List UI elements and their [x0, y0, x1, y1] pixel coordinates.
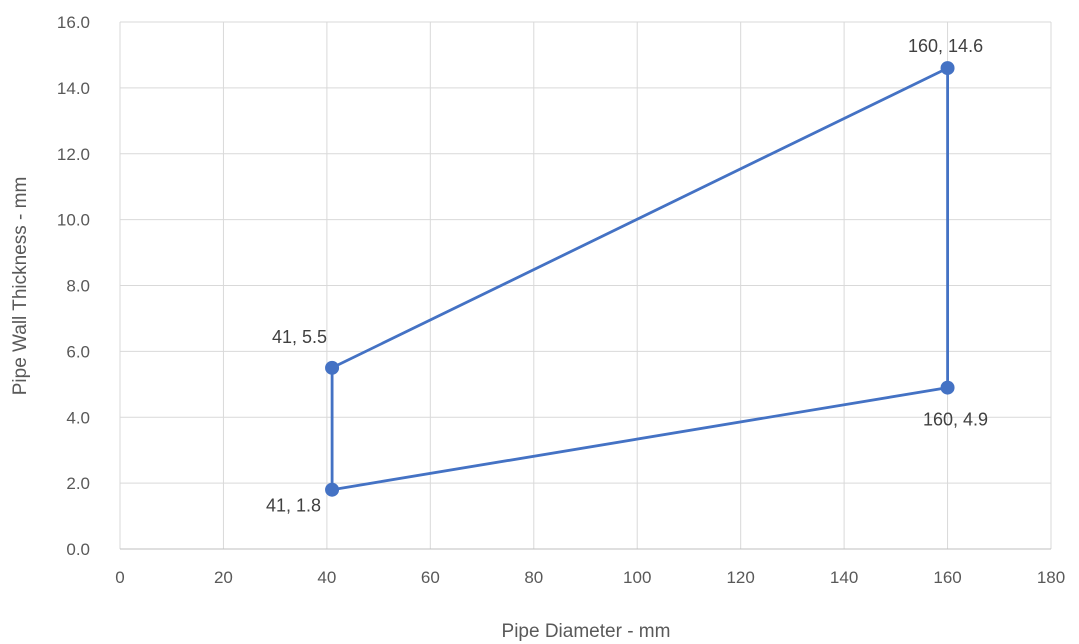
data-point — [325, 360, 340, 375]
data-label: 41, 1.8 — [266, 496, 321, 516]
data-labels: 41, 5.5 41, 1.8 160, 4.9 160, 14.6 — [266, 36, 988, 516]
data-point — [325, 482, 340, 497]
x-tick-label: 60 — [421, 568, 440, 587]
data-point — [940, 61, 955, 76]
series-line — [330, 66, 949, 492]
y-tick-label: 10.0 — [57, 211, 90, 230]
tick-labels: 0 20 40 60 80 100 120 140 160 180 0.0 2.0 4.0 6.0 8.0 1… — [57, 13, 1065, 587]
y-tick-label: 4.0 — [66, 408, 90, 427]
data-label: 41, 5.5 — [272, 327, 327, 347]
x-tick-label: 120 — [726, 568, 754, 587]
y-tick-label: 8.0 — [66, 277, 90, 296]
x-tick-label: 20 — [214, 568, 233, 587]
x-tick-label: 140 — [830, 568, 858, 587]
x-tick-label: 0 — [115, 568, 124, 587]
y-axis-title: Pipe Wall Thickness - mm — [10, 177, 31, 396]
grid — [119, 21, 1052, 550]
x-tick-label: 80 — [524, 568, 543, 587]
y-tick-label: 6.0 — [66, 342, 90, 361]
x-tick-label: 180 — [1037, 568, 1065, 587]
data-label: 160, 14.6 — [908, 36, 983, 56]
x-tick-label: 100 — [623, 568, 651, 587]
y-tick-label: 2.0 — [66, 474, 90, 493]
x-axis-title: Pipe Diameter - mm — [502, 621, 671, 642]
y-tick-label: 16.0 — [57, 13, 90, 32]
x-tick-label: 40 — [317, 568, 336, 587]
series — [325, 61, 955, 497]
y-tick-label: 12.0 — [57, 145, 90, 164]
data-label: 160, 4.9 — [923, 410, 988, 430]
x-tick-label: 160 — [933, 568, 961, 587]
y-tick-label: 14.0 — [57, 79, 90, 98]
y-tick-label: 0.0 — [66, 540, 90, 559]
data-point — [940, 380, 955, 395]
